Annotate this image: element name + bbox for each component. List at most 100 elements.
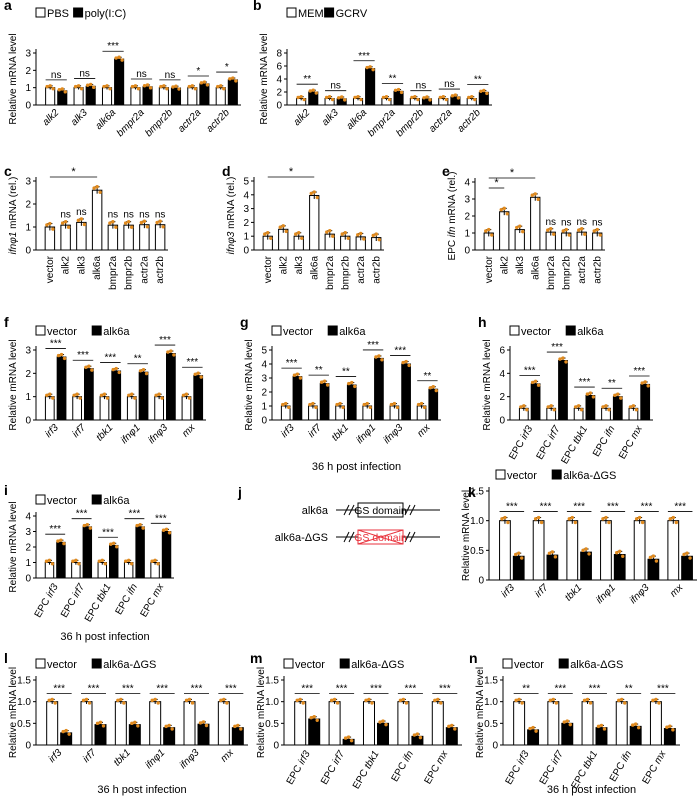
data-point xyxy=(134,84,137,87)
data-point xyxy=(425,95,428,98)
data-point xyxy=(316,719,319,722)
bar xyxy=(668,521,679,580)
significance-label: *** xyxy=(439,683,451,694)
x-tick-label: mx xyxy=(668,582,686,600)
bar xyxy=(110,545,118,578)
data-point xyxy=(343,98,346,101)
data-point xyxy=(637,726,640,729)
data-point xyxy=(635,517,638,520)
x-tick-label: bmpr2a xyxy=(115,107,147,139)
bar xyxy=(320,384,329,420)
data-point xyxy=(161,225,164,228)
y-tick-label: 3 xyxy=(243,204,249,215)
data-point xyxy=(302,98,305,101)
data-point xyxy=(194,373,197,376)
bars: *** *** *** *** *** *** xyxy=(47,683,244,745)
significance-label: *** xyxy=(122,683,134,694)
data-point xyxy=(646,384,649,387)
x-tick-label: vector xyxy=(45,255,56,283)
data-point xyxy=(618,550,621,553)
data-point xyxy=(310,192,313,195)
data-point xyxy=(384,723,387,726)
significance-label: *** xyxy=(367,340,379,351)
legend-entry: alk6a-ΔGS xyxy=(570,659,623,671)
data-point xyxy=(222,698,225,701)
bar xyxy=(92,190,101,250)
data-point xyxy=(164,725,167,728)
x-tick-label: EPC tbk1 xyxy=(83,582,114,624)
bar xyxy=(57,542,65,578)
data-point xyxy=(338,402,341,405)
y-tick-label: 4 xyxy=(499,369,505,380)
legend-entry: MEM xyxy=(298,8,324,20)
significance-label: ** xyxy=(625,683,633,694)
bars: * xyxy=(263,166,381,250)
x-tick-label: tbk1 xyxy=(330,422,351,443)
data-point xyxy=(641,521,644,524)
data-point xyxy=(219,699,222,702)
data-point xyxy=(506,212,509,215)
x-tick-label: irf7 xyxy=(71,422,89,440)
data-point xyxy=(156,701,159,704)
data-point xyxy=(363,403,366,406)
data-point xyxy=(562,229,565,232)
x-tick-label: irf3 xyxy=(279,422,297,440)
data-point xyxy=(601,405,604,408)
data-point xyxy=(531,381,534,384)
data-point xyxy=(445,98,448,101)
data-point xyxy=(450,724,453,727)
data-point xyxy=(563,720,566,723)
bar xyxy=(127,397,136,420)
bar xyxy=(641,384,650,420)
y-tick-label: 1 xyxy=(25,392,31,403)
data-point xyxy=(89,83,92,86)
data-point xyxy=(577,404,580,407)
data-point xyxy=(199,721,202,724)
significance-label: *** xyxy=(49,524,61,535)
legend-entry: vector xyxy=(47,326,77,338)
y-tick-label: 0.5 xyxy=(484,719,498,730)
data-point xyxy=(385,95,388,98)
data-point xyxy=(100,394,103,397)
data-point xyxy=(222,87,225,90)
construct-full: alk6a GS domain xyxy=(302,503,440,517)
data-point xyxy=(451,94,454,97)
data-point xyxy=(77,84,80,87)
x-tick-label: ifnφ3 xyxy=(146,422,170,446)
bar xyxy=(582,702,593,745)
data-point xyxy=(127,559,130,562)
x-axis-label: 36 h post infection xyxy=(547,784,636,796)
y-tick-label: 1.5 xyxy=(17,676,31,687)
data-point xyxy=(200,81,203,84)
data-point xyxy=(130,562,133,565)
data-point xyxy=(45,85,48,88)
significance-label: *** xyxy=(674,502,686,513)
y-tick-label: 2 xyxy=(276,88,282,99)
panel-letter: j xyxy=(237,484,242,500)
data-point xyxy=(514,553,517,556)
x-tick-label: EPC ifn xyxy=(591,424,618,459)
significance-label: *** xyxy=(191,683,203,694)
data-point xyxy=(263,232,266,235)
significance-label: ** xyxy=(424,371,432,382)
data-point xyxy=(165,528,168,531)
panel-letter: c xyxy=(4,163,12,179)
significance-label: *** xyxy=(76,509,88,520)
data-point xyxy=(57,354,60,357)
significance-label: *** xyxy=(225,683,237,694)
data-point xyxy=(61,87,64,90)
data-point xyxy=(593,229,596,232)
x-tick-label: EPC irf7 xyxy=(319,749,347,787)
y-tick-label: 0 xyxy=(25,741,31,752)
significance-label: *** xyxy=(358,51,370,62)
data-point xyxy=(422,96,425,99)
bar xyxy=(228,80,237,105)
data-point xyxy=(141,526,144,529)
bar xyxy=(295,702,306,745)
data-point xyxy=(45,560,48,563)
data-point xyxy=(149,86,152,89)
x-tick-label: actr2b xyxy=(204,107,232,135)
y-tick-label: 8 xyxy=(276,49,282,60)
bars: ** *** *** ** *** xyxy=(514,683,676,745)
data-point xyxy=(665,726,668,729)
